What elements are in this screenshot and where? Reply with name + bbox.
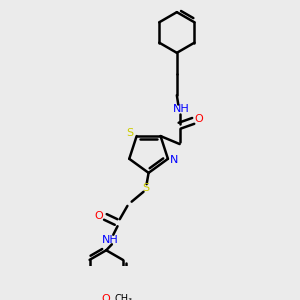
Text: NH: NH xyxy=(102,235,119,245)
Text: NH: NH xyxy=(173,104,189,114)
Text: S: S xyxy=(126,128,133,138)
Text: O: O xyxy=(102,294,111,300)
Text: CH₃: CH₃ xyxy=(114,294,132,300)
Text: S: S xyxy=(142,183,149,194)
Text: O: O xyxy=(194,114,203,124)
Text: O: O xyxy=(95,211,103,220)
Text: N: N xyxy=(170,155,178,165)
